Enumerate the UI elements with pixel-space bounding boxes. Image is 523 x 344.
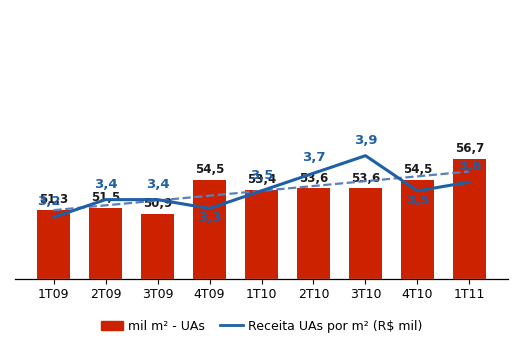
Text: 3,9: 3,9 — [354, 134, 377, 147]
Bar — [38, 210, 70, 344]
Bar — [298, 188, 329, 344]
Bar — [401, 180, 434, 344]
Bar — [141, 214, 174, 344]
Legend: mil m² - UAs, Receita UAs por m² (R$ mil): mil m² - UAs, Receita UAs por m² (R$ mil… — [96, 315, 427, 338]
Text: 56,7: 56,7 — [455, 142, 484, 155]
Text: 53,6: 53,6 — [299, 172, 328, 185]
Text: 3,3: 3,3 — [198, 211, 221, 224]
Text: 3,4: 3,4 — [146, 178, 169, 191]
Text: 53,4: 53,4 — [247, 173, 276, 186]
Text: 50,9: 50,9 — [143, 197, 172, 210]
Bar — [89, 208, 122, 344]
Text: 3,5: 3,5 — [250, 169, 273, 182]
Text: 54,5: 54,5 — [403, 163, 432, 176]
Text: 51,3: 51,3 — [39, 193, 68, 206]
Text: 54,5: 54,5 — [195, 163, 224, 176]
Text: 53,6: 53,6 — [351, 172, 380, 185]
Bar — [453, 159, 485, 344]
Text: 3,4: 3,4 — [94, 178, 117, 191]
Bar — [194, 180, 225, 344]
Bar — [245, 190, 278, 344]
Text: 3,7: 3,7 — [302, 151, 325, 164]
Text: 3,5: 3,5 — [406, 194, 429, 207]
Text: 3,6: 3,6 — [458, 160, 481, 173]
Text: 51,5: 51,5 — [91, 191, 120, 204]
Text: 3,2: 3,2 — [37, 195, 60, 208]
Bar — [349, 188, 382, 344]
